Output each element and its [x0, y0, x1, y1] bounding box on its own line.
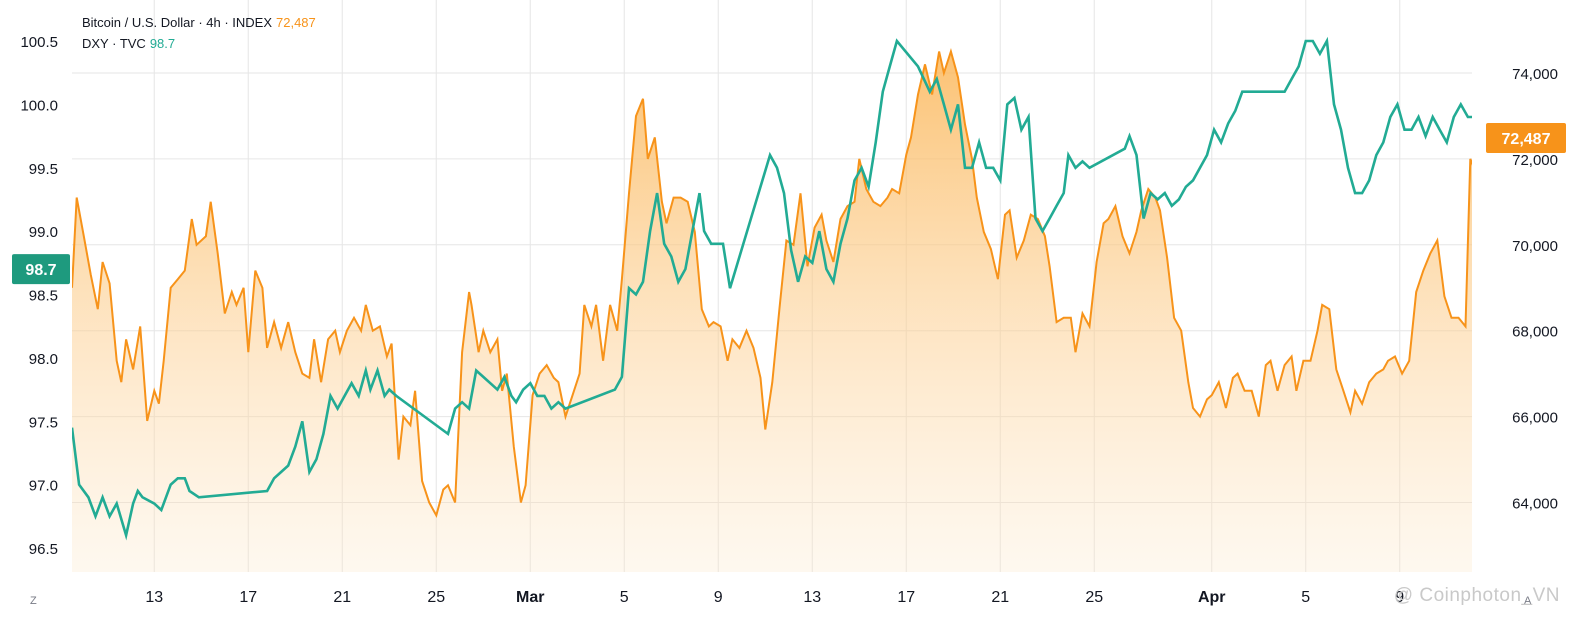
left-tick-label: 97.5	[29, 414, 58, 431]
x-tick-label: 25	[427, 589, 445, 606]
legend-btc-label: Bitcoin / U.S. Dollar · 4h · INDEX	[82, 15, 272, 30]
right-tick-label: 72,000	[1512, 152, 1558, 169]
legend-btc[interactable]: Bitcoin / U.S. Dollar · 4h · INDEX 72,487	[82, 12, 316, 33]
btc-area-fill	[72, 51, 1472, 572]
x-tick-label: Mar	[516, 589, 544, 606]
left-tick-label: 99.5	[29, 161, 58, 178]
dxy-index-line	[72, 36, 1472, 541]
right-tick-label: 64,000	[1512, 496, 1558, 513]
left-tick-label: 96.5	[29, 541, 58, 558]
x-axis: 13 17 21 25 Mar 5 9 13 17 21 25 Apr 5 9	[145, 589, 1404, 606]
x-tick-label: 13	[145, 589, 163, 606]
right-tick-label: 68,000	[1512, 324, 1558, 341]
btc-last-value-badge	[1486, 122, 1566, 153]
x-tick-label: 9	[1395, 589, 1404, 606]
x-tick-label: 13	[803, 589, 821, 606]
auto-scale-toggle-icon[interactable]: A	[1524, 595, 1532, 607]
chart-legend: Bitcoin / U.S. Dollar · 4h · INDEX 72,487…	[82, 12, 316, 54]
x-tick-label: 5	[1301, 589, 1310, 606]
x-tick-label: 21	[991, 589, 1009, 606]
x-tick-label: Apr	[1198, 589, 1226, 606]
x-tick-label: 21	[333, 589, 351, 606]
x-tick-label: 25	[1085, 589, 1103, 606]
btc-price-line	[72, 48, 1472, 519]
dxy-last-value-badge	[12, 254, 70, 285]
legend-dxy-label: DXY · TVC	[82, 36, 146, 51]
left-tick-label: 100.5	[20, 34, 58, 51]
x-tick-label: 17	[897, 589, 915, 606]
right-axis: 74,000 72,000 70,000 68,000 66,000 64,000	[1512, 66, 1558, 513]
btc-last-value-text: 72,487	[1502, 131, 1551, 148]
last-value-badges: 98.7 72,487	[12, 122, 1566, 285]
x-tick-label: 5	[620, 589, 629, 606]
watermark: @ Coinphoton_VN	[1393, 585, 1560, 606]
dxy-last-value-text: 98.7	[25, 262, 56, 279]
right-tick-label: 66,000	[1512, 410, 1558, 427]
legend-btc-value: 72,487	[276, 15, 316, 30]
timezone-toggle-icon[interactable]: Z	[30, 595, 37, 607]
legend-dxy-value: 98.7	[149, 36, 176, 51]
left-axis: 100.5 100.0 99.5 99.0 98.5 98.0 97.5 97.0 96.5	[20, 34, 58, 558]
right-tick-label: 70,000	[1512, 238, 1558, 255]
right-tick-label: 74,000	[1512, 66, 1558, 83]
left-tick-label: 98.0	[29, 351, 58, 368]
x-tick-label: 9	[714, 589, 723, 606]
left-tick-label: 98.5	[29, 288, 58, 305]
x-tick-label: 17	[239, 589, 257, 606]
left-tick-label: 99.0	[29, 224, 58, 241]
left-tick-label: 100.0	[20, 97, 58, 114]
legend-dxy[interactable]: DXY · TVC 98.7	[82, 33, 316, 54]
left-tick-label: 97.0	[29, 478, 58, 495]
